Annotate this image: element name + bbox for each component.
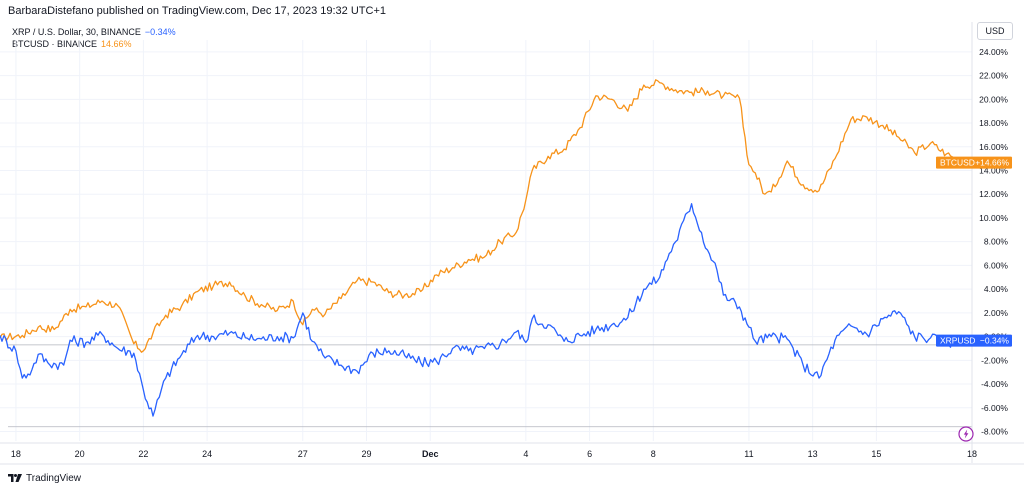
legend-xrp-value: −0.34% [144,27,176,37]
x-tick-label: 29 [361,449,371,459]
currency-button[interactable]: USD [977,22,1013,40]
legend-btc-name: BTCUSD · BINANCE [12,39,98,49]
legend-btc-value: 14.66% [101,39,132,49]
y-tick-label: 14.00% [979,166,1008,176]
x-tick-label: 13 [808,449,818,459]
x-tick-label: 15 [871,449,881,459]
x-tick-label: 27 [298,449,308,459]
y-tick-label: 18.00% [979,118,1008,128]
series-line-btcusd[interactable] [0,79,963,353]
price-tags-layer: BTCUSD +14.66% XRPUSD −0.34% [936,156,1012,347]
y-tick-label: -8.00% [981,427,1008,437]
x-tick-label: Dec [422,449,439,459]
y-tick-label: 0.00% [984,332,1009,342]
y-tick-label: -6.00% [981,403,1008,413]
footer: TradingView [8,470,81,486]
tradingview-logo-icon [8,474,22,482]
price-tag-symbol: XRPUSD [940,336,975,346]
y-tick-label: 22.00% [979,71,1008,81]
x-tick-label: 20 [75,449,85,459]
y-tick-label: 16.00% [979,142,1008,152]
y-tick-label: 12.00% [979,189,1008,199]
y-tick-label: 20.00% [979,94,1008,104]
x-tick-label: 6 [587,449,592,459]
legend-xrp-name: XRP / U.S. Dollar, 30, BINANCE [12,27,141,37]
tradingview-brand: TradingView [26,472,82,484]
price-tag-value: +14.66% [975,158,1009,168]
x-tick-label: 18 [967,449,977,459]
top-bar: BarbaraDistefano published on TradingVie… [0,0,1024,22]
price-tag-xrpusd: XRPUSD −0.34% [936,334,1012,347]
x-tick-label: 4 [523,449,528,459]
x-tick-label: 24 [202,449,212,459]
x-tick-label: 8 [651,449,656,459]
series-line-xrpusd[interactable] [0,203,963,417]
published-by-text: BarbaraDistefano published on TradingVie… [8,5,387,17]
y-tick-label: 24.00% [979,47,1008,57]
series-layer [0,79,963,417]
grid-layer [0,40,973,441]
legend-row-xrp[interactable]: XRP / U.S. Dollar, 30, BINANCE −0.34% [12,26,176,38]
y-tick-label: 10.00% [979,213,1008,223]
axis-layer: 24.00% 22.00% 20.00% 18.00% 16.00% 14.00% 12.0… [0,22,1024,465]
y-tick-label: 2.00% [984,308,1009,318]
x-tick-label: 22 [138,449,148,459]
lightning-icon[interactable] [958,426,974,442]
price-tag-symbol: BTCUSD [940,158,975,168]
price-tag-background [936,156,1012,169]
y-tick-label: 8.00% [984,237,1009,247]
chart-legend: XRP / U.S. Dollar, 30, BINANCE −0.34% BTC… [12,26,176,50]
y-tick-label: 4.00% [984,284,1009,294]
price-tag-btcusd: BTCUSD +14.66% [936,156,1012,169]
price-tag-background [936,334,1012,347]
x-tick-label: 18 [11,449,21,459]
price-tag-value: −0.34% [980,336,1010,346]
legend-row-btc[interactable]: BTCUSD · BINANCE 14.66% [12,38,176,50]
y-tick-label: -2.00% [981,355,1008,365]
y-tick-label: -4.00% [981,379,1008,389]
y-tick-label: 6.00% [984,260,1009,270]
x-tick-label: 11 [744,449,753,459]
